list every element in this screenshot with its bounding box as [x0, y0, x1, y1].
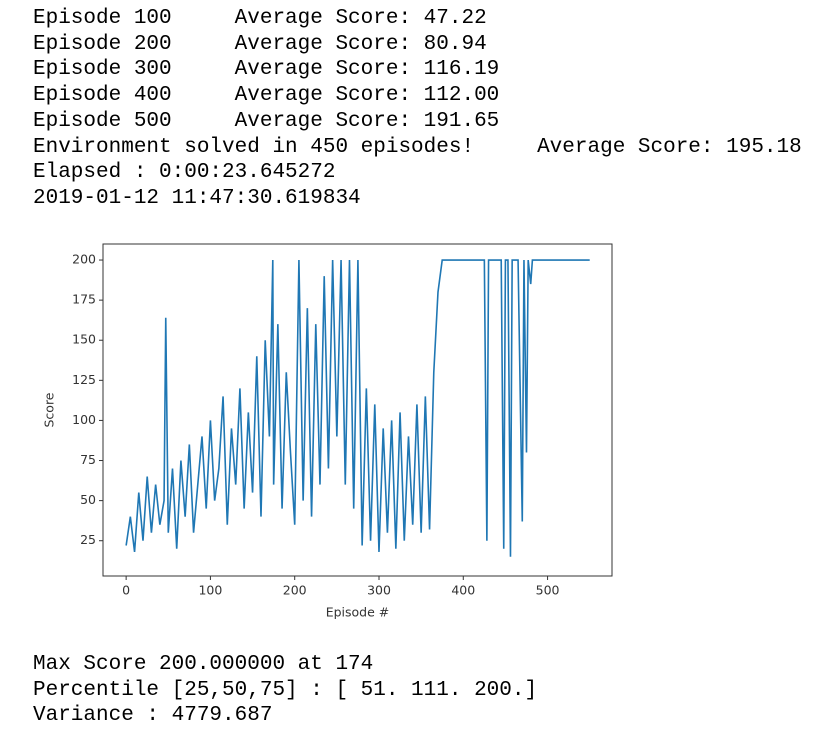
log-line: Episode 500 Average Score: 191.65 [33, 109, 500, 133]
chart: 25 50 75 100 125 150 175 200 0 100 200 300 400 500 Epi… [42, 243, 613, 620]
plot-frame [102, 243, 613, 577]
y-tick-label: 25 [80, 532, 96, 547]
log-output: Episode 100 Average Score: 47.22 Episode … [33, 6, 802, 212]
summary-output: Max Score 200.000000 at 174 Percentile [2… [33, 652, 537, 729]
log-line: 2019-01-12 11:47:30.619834 [33, 186, 361, 210]
y-tick-label: 100 [72, 412, 96, 427]
summary-line: Variance : 4779.687 [33, 704, 273, 728]
x-tick-label: 300 [367, 583, 391, 598]
summary-line: Percentile [25,50,75] : [ 51. 111. 200.] [33, 678, 538, 702]
log-line: Episode 100 Average Score: 47.22 [33, 7, 487, 30]
x-tick-label: 0 [122, 583, 130, 598]
log-line: Episode 200 Average Score: 80.94 [33, 32, 487, 56]
x-tick-label: 100 [198, 583, 222, 598]
y-tick-label: 175 [72, 292, 96, 307]
log-line: Environment solved in 450 episodes! Aver… [33, 135, 802, 159]
x-axis-label: Episode # [326, 605, 390, 620]
score-line [125, 259, 590, 557]
log-line: Episode 300 Average Score: 116.19 [33, 58, 500, 82]
x-tick-label: 200 [283, 583, 307, 598]
x-tick-label: 500 [536, 583, 560, 598]
x-tick-label: 400 [451, 583, 475, 598]
y-tick-label: 50 [80, 492, 96, 507]
y-tick-label: 150 [72, 332, 96, 347]
log-line: Episode 400 Average Score: 112.00 [33, 84, 500, 108]
y-tick-label: 125 [72, 372, 96, 387]
summary-line: Max Score 200.000000 at 174 [33, 653, 374, 676]
y-tick-label: 200 [72, 252, 96, 267]
log-line: Elapsed : 0:00:23.645272 [33, 161, 336, 185]
y-tick-label: 75 [80, 452, 96, 467]
y-axis-label: Score [42, 392, 57, 427]
